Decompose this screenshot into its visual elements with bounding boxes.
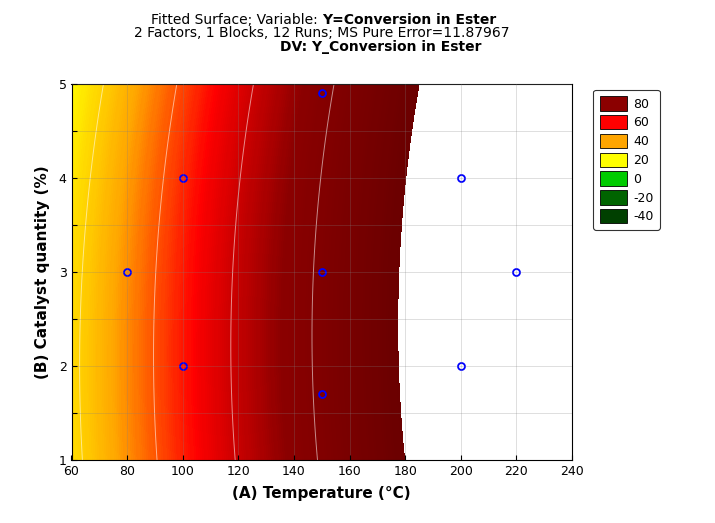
Text: Fitted Surface; Variable:: Fitted Surface; Variable: [151, 13, 322, 27]
Text: Y=Conversion in Ester: Y=Conversion in Ester [322, 13, 496, 27]
Y-axis label: (B) Catalyst quantity (%): (B) Catalyst quantity (%) [35, 165, 50, 379]
X-axis label: (A) Temperature (°C): (A) Temperature (°C) [232, 486, 411, 502]
Legend: 80, 60, 40, 20, 0, -20, -40: 80, 60, 40, 20, 0, -20, -40 [593, 90, 660, 230]
Text: DV: Y: DV: Y [280, 40, 322, 54]
Text: 2 Factors, 1 Blocks, 12 Runs; MS Pure Error=11.87967: 2 Factors, 1 Blocks, 12 Runs; MS Pure Er… [134, 26, 510, 40]
Text: _Conversion in Ester: _Conversion in Ester [322, 40, 481, 54]
